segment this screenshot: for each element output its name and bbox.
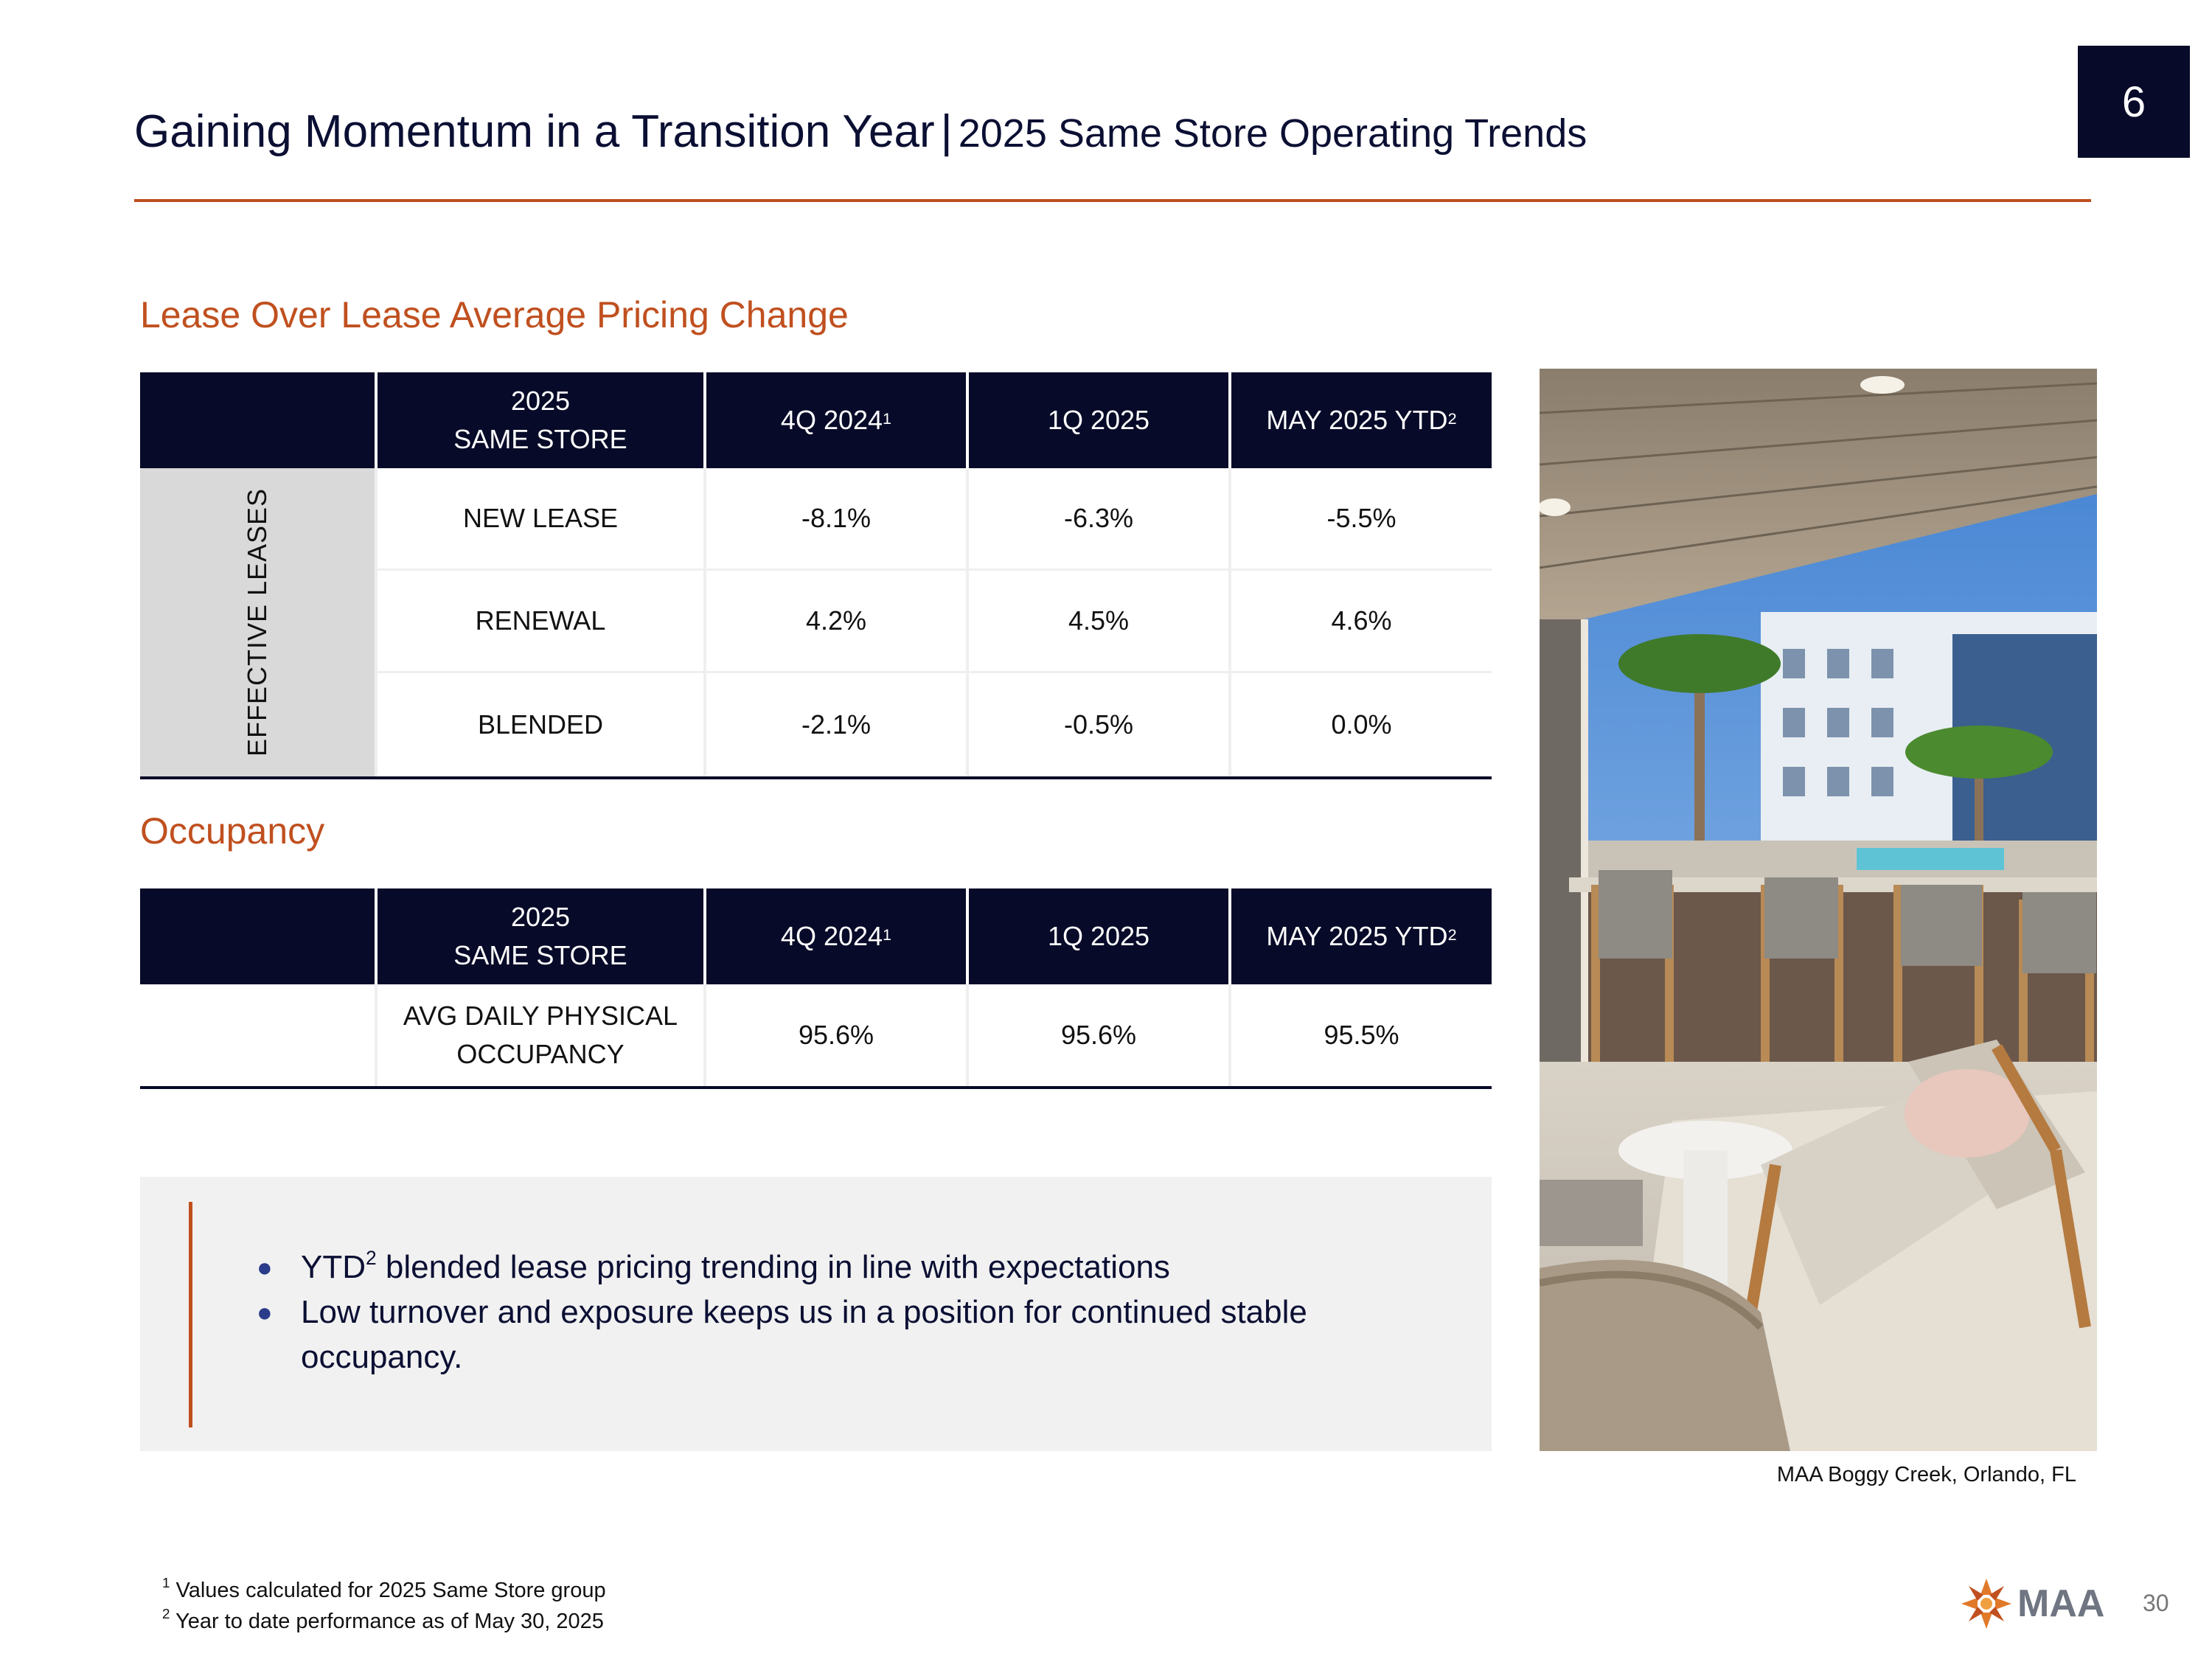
property-photo xyxy=(1540,369,2097,1451)
footnote-1: 1 Values calculated for 2025 Same Store … xyxy=(162,1575,606,1606)
slide-title: Gaining Momentum in a Transition Year | 20… xyxy=(134,109,1587,155)
effective-leases-text: EFFECTIVE LEASES xyxy=(242,487,273,757)
logo-text: MAA xyxy=(2017,1582,2104,1625)
value-4q-2024: 95.6% xyxy=(703,984,966,1086)
header-may-ytd-label: MAY 2025 YTD xyxy=(1266,921,1448,951)
header-1q-2025: 1Q 2025 xyxy=(966,888,1228,984)
header-may-ytd: MAY 2025 YTD 2 xyxy=(1228,888,1492,984)
table-row: RENEWAL 4.2% 4.5% 4.6% xyxy=(375,571,1492,673)
header-same-store: 2025 SAME STORE xyxy=(375,372,703,468)
header-empty-cell xyxy=(140,372,375,468)
list-item: ● YTD2 blended lease pricing trending in… xyxy=(257,1245,1363,1290)
value-4q-2024: 4.2% xyxy=(703,571,966,673)
title-subtitle: 2025 Same Store Operating Trends xyxy=(958,111,1587,156)
row-empty-cell xyxy=(140,984,375,1086)
maa-logo: MAA xyxy=(1958,1571,2128,1637)
footnote-1-text: Values calculated for 2025 Same Store gr… xyxy=(170,1579,606,1602)
bullet-icon: ● xyxy=(257,1252,273,1282)
header-may-ytd-label: MAY 2025 YTD xyxy=(1266,405,1448,435)
row-label: NEW LEASE xyxy=(375,468,703,571)
title-main: Gaining Momentum in a Transition Year xyxy=(134,106,935,157)
title-divider xyxy=(134,199,2091,202)
value-may-ytd: 0.0% xyxy=(1228,673,1492,776)
table-row: NEW LEASE -8.1% -6.3% -5.5% xyxy=(375,468,1492,571)
header-may-ytd: MAY 2025 YTD 2 xyxy=(1228,372,1492,468)
header-same-store-line2: SAME STORE xyxy=(453,940,627,970)
callout-box xyxy=(140,1177,1492,1451)
bullet1-prefix: YTD xyxy=(301,1249,366,1285)
header-empty-cell xyxy=(140,888,375,984)
footnote-marker: 2 xyxy=(162,1606,170,1622)
header-4q-2024: 4Q 2024 1 xyxy=(703,888,966,984)
occupancy-table: 2025 SAME STORE 4Q 2024 1 1Q 2025 MAY 2025… xyxy=(140,888,1492,1095)
bullet-icon: ● xyxy=(257,1297,273,1327)
list-item: ● Low turnover and exposure keeps us in … xyxy=(257,1290,1363,1380)
header-4q-2024: 4Q 2024 1 xyxy=(703,372,966,468)
photo-caption: MAA Boggy Creek, Orlando, FL xyxy=(1776,1463,2076,1486)
value-4q-2024: -8.1% xyxy=(703,468,966,571)
maa-logo-mark-icon: MAA xyxy=(1961,1579,2104,1629)
callout-accent-bar xyxy=(189,1202,192,1427)
occupancy-section-heading: Occupancy xyxy=(140,810,325,852)
lease-table-header: 2025 SAME STORE 4Q 2024 1 1Q 2025 MAY 2025… xyxy=(140,372,1492,468)
header-1q-2025: 1Q 2025 xyxy=(966,372,1228,468)
header-same-store-line1: 2025 xyxy=(510,902,571,932)
table-bottom-rule xyxy=(140,776,1492,779)
table-row: BLENDED -2.1% -0.5% 0.0% xyxy=(375,673,1492,776)
row-label-line1: AVG DAILY PHYSICAL xyxy=(403,1001,678,1031)
table-row: AVG DAILY PHYSICAL OCCUPANCY 95.6% 95.6% … xyxy=(140,984,1492,1086)
lease-pricing-table: 2025 SAME STORE 4Q 2024 1 1Q 2025 MAY 2025… xyxy=(140,372,1492,779)
row-label: RENEWAL xyxy=(375,571,703,673)
bullet1-text: blended lease pricing trending in line w… xyxy=(376,1249,1170,1285)
row-label-line2: OCCUPANCY xyxy=(456,1039,625,1069)
lease-section-heading: Lease Over Lease Average Pricing Change xyxy=(140,294,849,335)
header-same-store: 2025 SAME STORE xyxy=(375,888,703,984)
header-same-store-line1: 2025 xyxy=(510,386,571,416)
footnotes: 1 Values calculated for 2025 Same Store … xyxy=(162,1575,606,1637)
page-number: 30 xyxy=(2143,1590,2169,1616)
footnote-2-text: Year to date performance as of May 30, 2… xyxy=(170,1610,604,1633)
value-may-ytd: 4.6% xyxy=(1228,571,1492,673)
slide-number: 6 xyxy=(2121,77,2146,126)
value-1q-2025: -6.3% xyxy=(966,468,1228,571)
header-4q-2024-label: 4Q 2024 xyxy=(780,405,883,435)
occupancy-table-header: 2025 SAME STORE 4Q 2024 1 1Q 2025 MAY 2025… xyxy=(140,888,1492,984)
table-bottom-rule xyxy=(140,1086,1492,1089)
callout-bullets: ● YTD2 blended lease pricing trending in… xyxy=(257,1245,1363,1380)
value-may-ytd: 95.5% xyxy=(1228,984,1492,1086)
header-same-store-line2: SAME STORE xyxy=(453,424,627,454)
value-4q-2024: -2.1% xyxy=(703,673,966,776)
header-4q-2024-label: 4Q 2024 xyxy=(780,921,883,951)
row-label: BLENDED xyxy=(375,673,703,776)
value-may-ytd: -5.5% xyxy=(1228,468,1492,571)
slide-number-badge: 6 xyxy=(2078,46,2190,158)
bullet2-text: Low turnover and exposure keeps us in a … xyxy=(301,1294,1307,1375)
footnote-2: 2 Year to date performance as of May 30,… xyxy=(162,1606,606,1637)
effective-leases-label: EFFECTIVE LEASES xyxy=(140,468,375,776)
value-1q-2025: -0.5% xyxy=(966,673,1228,776)
row-label: AVG DAILY PHYSICAL OCCUPANCY xyxy=(375,984,703,1086)
footnote-marker: 1 xyxy=(162,1575,170,1591)
value-1q-2025: 4.5% xyxy=(966,571,1228,673)
footnote-marker: 2 xyxy=(366,1246,377,1269)
value-1q-2025: 95.6% xyxy=(966,984,1228,1086)
title-separator: | xyxy=(940,106,953,157)
